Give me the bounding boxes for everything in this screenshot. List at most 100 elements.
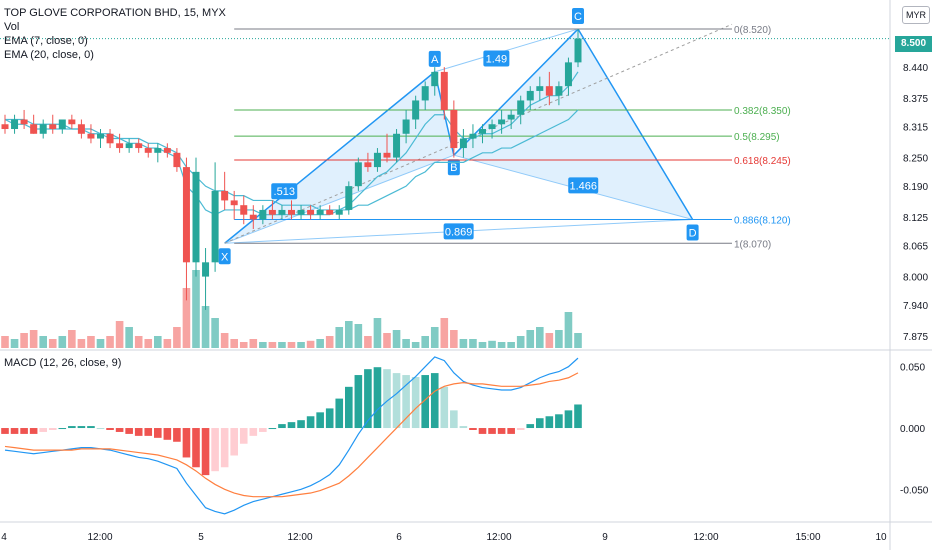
macd-histogram-bar <box>192 428 200 467</box>
volume-bar <box>11 339 19 348</box>
volume-bar <box>116 321 124 348</box>
candle-body <box>317 210 324 215</box>
candle-body <box>212 191 219 262</box>
macd-histogram-bar <box>479 428 487 434</box>
fib-label: 0.886(8.120) <box>734 215 791 226</box>
candle-body <box>403 119 410 133</box>
macd-histogram-bar <box>135 428 143 436</box>
candle-body <box>288 210 295 215</box>
macd-histogram-bar <box>507 428 515 434</box>
candle-body <box>441 72 448 110</box>
macd-histogram-bar <box>269 428 277 429</box>
ratio-label-xb: .513 <box>274 186 295 198</box>
macd-histogram-bar <box>555 414 563 428</box>
price-tick-label: 7.940 <box>903 301 928 312</box>
macd-histogram-bar <box>20 428 28 434</box>
candle-body <box>240 205 247 215</box>
candle-body <box>422 86 429 100</box>
macd-legend[interactable]: MACD (12, 26, close, 9) <box>4 356 121 370</box>
volume-bar <box>259 342 267 348</box>
candle-body <box>384 153 391 158</box>
volume-bar <box>250 339 258 348</box>
macd-histogram-bar <box>412 377 420 428</box>
candle-body <box>193 172 200 262</box>
volume-bar <box>97 339 105 348</box>
macd-histogram-bar <box>11 428 19 434</box>
candle-body <box>202 262 209 276</box>
ema7-legend[interactable]: EMA (7, close, 0) <box>4 34 88 48</box>
candle-body <box>107 134 114 144</box>
volume-legend[interactable]: Vol <box>4 20 19 34</box>
candle-body <box>11 119 18 129</box>
candle-body <box>345 186 352 210</box>
volume-bar <box>565 312 573 348</box>
point-label-d: D <box>689 227 697 239</box>
volume-bar <box>421 336 429 348</box>
candle-body <box>269 210 276 215</box>
volume-bar <box>87 336 95 348</box>
point-label-b: B <box>450 162 457 174</box>
volume-bar <box>498 342 506 348</box>
candle-body <box>173 153 180 167</box>
volume-bar <box>288 342 296 348</box>
price-tick-label: 8.250 <box>903 154 928 165</box>
candle-body <box>460 139 467 149</box>
candle-body <box>259 210 266 220</box>
macd-histogram-bar <box>469 428 477 430</box>
time-tick-label: 9 <box>602 532 608 543</box>
time-tick-label: 5 <box>198 532 204 543</box>
candle-body <box>278 210 285 215</box>
price-tick-label: 8.000 <box>903 273 928 284</box>
macd-histogram-bar <box>345 387 353 428</box>
point-label-c: C <box>574 11 582 23</box>
price-tick-label: 8.315 <box>903 123 928 134</box>
volume-bar <box>49 339 57 348</box>
symbol-title[interactable]: TOP GLOVE CORPORATION BHD, 15, MYX <box>4 6 226 20</box>
candle-body <box>517 100 524 114</box>
macd-histogram-bar <box>374 367 382 428</box>
ratio-label-xd: 0.869 <box>445 226 473 238</box>
fib-label: 1(8.070) <box>734 239 771 250</box>
last-price-label: 8.500 <box>895 36 932 52</box>
candle-body <box>30 124 37 134</box>
volume-bar <box>154 336 162 348</box>
time-tick-label: 6 <box>396 532 402 543</box>
volume-bar <box>135 336 143 348</box>
ema20-legend[interactable]: EMA (20, close, 0) <box>4 48 94 62</box>
macd-histogram-bar <box>565 410 573 428</box>
candle-body <box>450 110 457 148</box>
candle-body <box>298 210 305 215</box>
candle-body <box>479 129 486 134</box>
fib-label: 0.5(8.295) <box>734 132 780 143</box>
macd-histogram-bar <box>316 412 324 428</box>
volume-bar <box>297 342 305 348</box>
volume-bar <box>144 339 152 348</box>
macd-histogram-bar <box>307 416 315 428</box>
candle-body <box>116 143 123 148</box>
currency-button[interactable]: MYR <box>902 6 930 24</box>
volume-bar <box>30 330 38 348</box>
time-tick-label: 12:00 <box>287 532 312 543</box>
candle-body <box>231 200 238 205</box>
volume-bar <box>355 324 363 348</box>
price-tick-label: 8.125 <box>903 213 928 224</box>
candle-body <box>412 100 419 119</box>
macd-histogram-bar <box>278 424 286 428</box>
time-tick-label: 12:00 <box>486 532 511 543</box>
volume-bar <box>221 333 229 348</box>
volume-bar <box>393 330 401 348</box>
macd-histogram-bar <box>355 375 363 428</box>
candle-body <box>575 39 582 63</box>
macd-histogram-bar <box>488 428 496 434</box>
volume-bar <box>412 342 420 348</box>
macd-histogram-bar <box>87 426 95 428</box>
macd-histogram-bar <box>39 428 47 432</box>
time-tick-label: 10 <box>875 532 887 543</box>
volume-bar <box>383 333 391 348</box>
candle-body <box>164 148 171 153</box>
volume-bar <box>307 341 315 348</box>
macd-histogram-bar <box>498 428 506 434</box>
macd-histogram-bar <box>78 426 86 428</box>
macd-histogram-bar <box>144 428 152 436</box>
